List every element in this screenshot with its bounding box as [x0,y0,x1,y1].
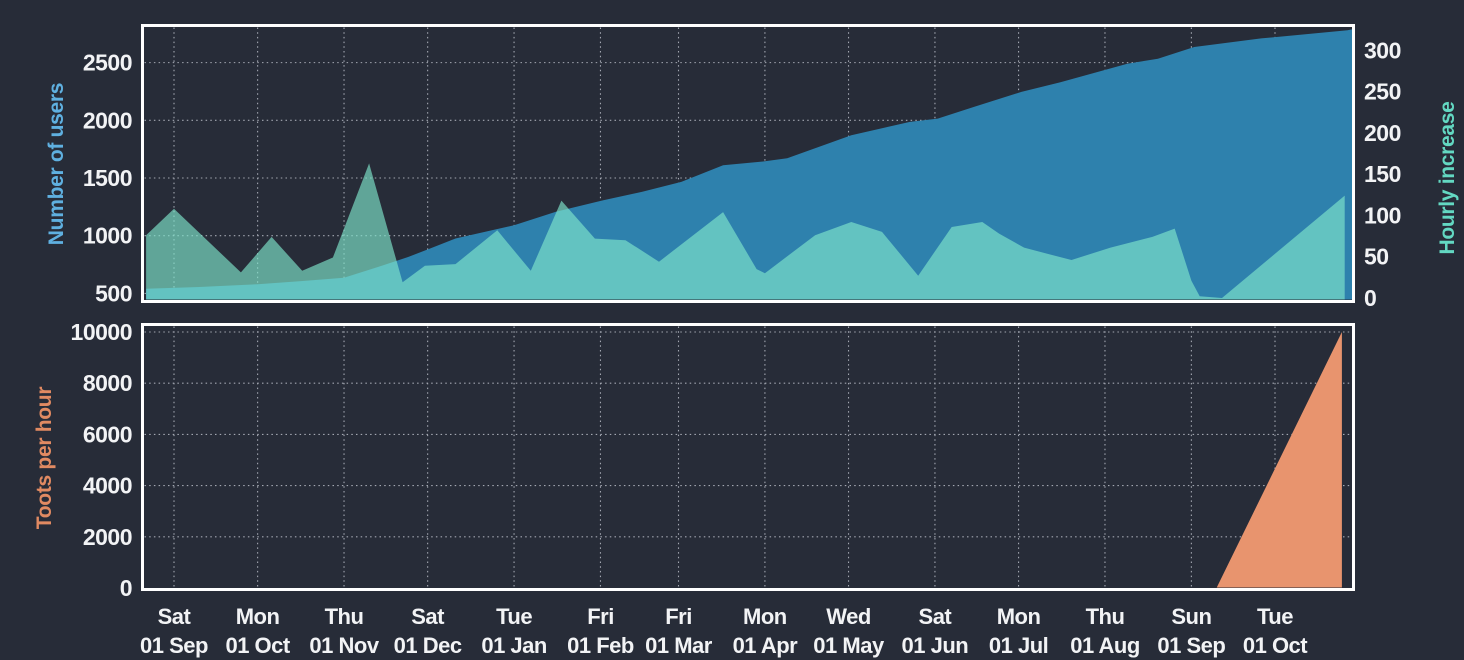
plot-border [141,323,1355,591]
x-tick-date: 01 Apr [733,633,799,658]
x-tick-weekday: Tue [496,604,532,629]
left-tick-labels: 500 1000 1500 2000 2500 [83,50,133,307]
y-tick-label: 1000 [83,223,132,249]
x-tick-date: 01 Nov [309,633,379,658]
y-tick-label: 6000 [83,421,132,447]
toots-axis-title: Toots per hour [33,386,56,530]
bottom-chart-plot-area[interactable] [143,325,1354,590]
y-tick-label: 8000 [83,370,132,396]
right-tick-labels: 0 50 100 150 200 250 300 [1364,37,1401,311]
y2-tick-label: 250 [1364,79,1401,105]
series-areas [1216,332,1342,588]
x-tick-weekday: Thu [1086,604,1125,629]
x-tick-weekday: Tue [1257,604,1293,629]
x-tick-date: 01 Sep [1157,633,1225,658]
y-tick-label: 2500 [83,50,132,76]
top-chart: 500 1000 1500 2000 2500 0 50 100 150 200 250 300 [83,24,1401,311]
x-tick-weekday: Sat [919,604,953,629]
x-tick-date: 01 Jan [481,633,547,658]
left-tick-labels: 0 2000 4000 6000 8000 10000 [71,319,133,601]
y2-tick-label: 300 [1364,37,1401,63]
x-tick-weekday: Mon [743,604,787,629]
y2-tick-label: 150 [1364,161,1401,187]
bottom-chart: 0 2000 4000 6000 8000 10000 Sat 01 Sep Mon 01 Oct… [71,319,1355,658]
y2-tick-label: 50 [1364,244,1389,270]
y2-tick-label: 0 [1364,285,1376,311]
x-tick-weekday: Sat [158,604,192,629]
number-of-users-area [146,29,1352,300]
plot-border [141,24,1355,303]
x-tick-weekday: Mon [236,604,280,629]
x-tick-weekday: Mon [997,604,1041,629]
y-tick-label: 2000 [83,107,132,133]
x-tick-weekday: Sat [411,604,445,629]
top-chart-plot-area[interactable] [143,26,1354,302]
y2-tick-label: 200 [1364,120,1401,146]
x-tick-date: 01 Oct [1243,633,1308,658]
x-tick-date: 01 Jul [989,633,1048,658]
x-tick-date: 01 Mar [645,633,713,658]
x-tick-weekday: Thu [325,604,364,629]
x-tick-date: 01 Jun [902,633,969,658]
x-tick-date: 01 Aug [1070,633,1140,658]
series-areas [146,29,1352,300]
x-tick-date: 01 Sep [140,633,208,658]
gridlines [144,326,1352,588]
y-tick-label: 2000 [83,524,132,550]
x-tick-date: 01 Oct [225,633,290,658]
x-tick-weekday: Sun [1171,604,1211,629]
x-tick-labels: Sat 01 Sep Mon 01 Oct Thu 01 Nov Sat 01 Dec Tue 0… [140,604,1309,658]
x-tick-date: 01 Feb [567,633,634,658]
y2-tick-label: 100 [1364,202,1401,228]
y-tick-label: 0 [120,575,132,601]
x-tick-date: 01 May [813,633,885,658]
toots-per-hour-area [1216,332,1342,588]
y-tick-label: 500 [95,280,132,306]
x-tick-weekday: Fri [665,604,692,629]
x-tick-date: 01 Dec [394,633,462,658]
hourly-increase-axis-title: Hourly increase [1436,101,1459,255]
users-axis-title: Number of users [45,82,68,246]
hourly-increase-area [146,163,1345,300]
y-tick-label: 4000 [83,473,132,499]
y-tick-label: 1500 [83,165,132,191]
x-tick-weekday: Fri [587,604,614,629]
x-tick-weekday: Wed [826,604,871,629]
y-tick-label: 10000 [71,319,132,345]
